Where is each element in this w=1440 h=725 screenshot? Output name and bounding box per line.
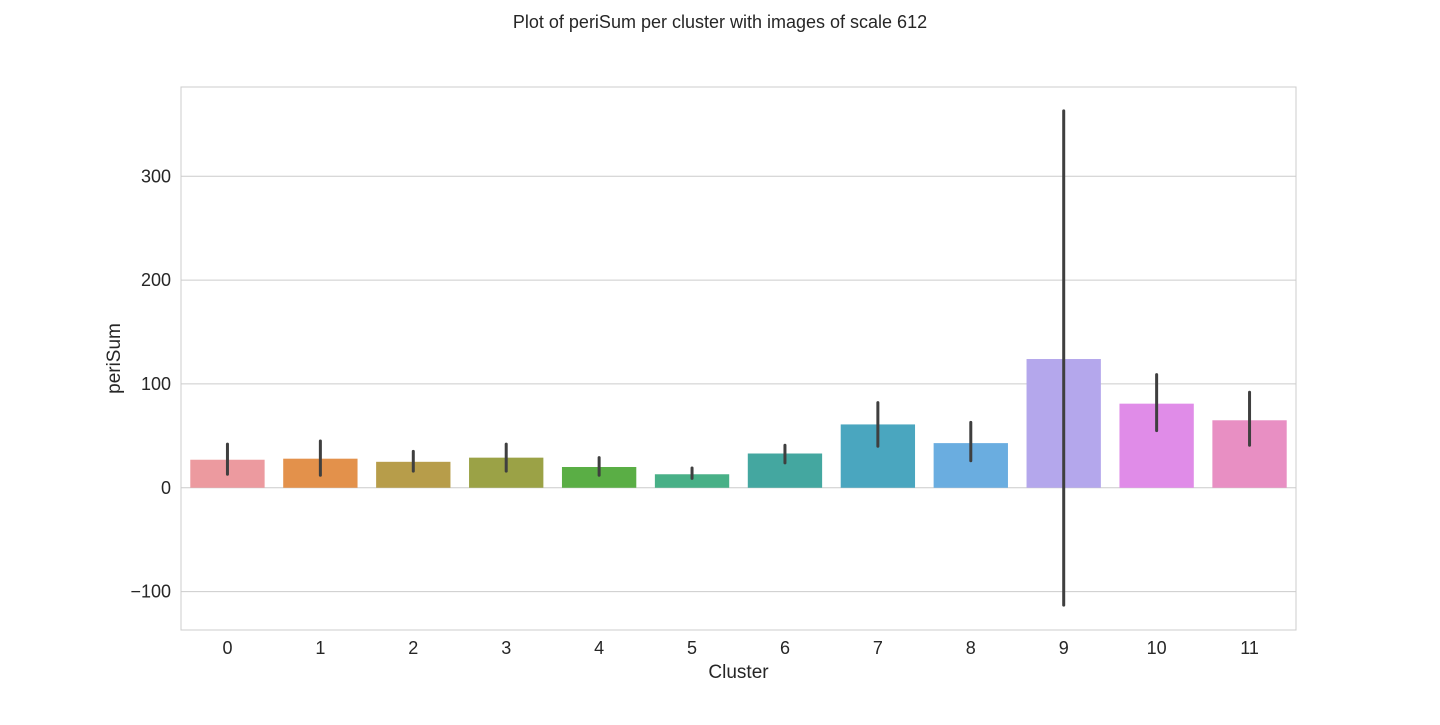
x-tick-label: 10 <box>1147 638 1167 658</box>
x-tick-label: 3 <box>501 638 511 658</box>
x-tick-label: 7 <box>873 638 883 658</box>
plot-frame <box>180 86 1297 631</box>
y-gridlines <box>181 175 1296 593</box>
x-tick-label: 4 <box>594 638 604 658</box>
y-tick-label: −100 <box>130 582 171 602</box>
x-tick-label: 5 <box>687 638 697 658</box>
error-bars <box>225 109 1252 607</box>
x-axis-ticks: 0 1 2 3 4 5 6 7 8 9 10 11 <box>222 638 1258 658</box>
x-tick-label: 11 <box>1240 638 1259 658</box>
y-axis-ticks: −100 0 100 200 300 <box>130 166 171 601</box>
bar-cluster-4 <box>561 466 637 488</box>
x-axis-label: Cluster <box>708 662 769 683</box>
y-tick-label: 300 <box>141 166 171 186</box>
x-tick-label: 2 <box>408 638 418 658</box>
x-tick-label: 6 <box>780 638 790 658</box>
bar-cluster-5 <box>654 474 730 488</box>
x-tick-label: 8 <box>966 638 976 658</box>
bars <box>190 359 1287 488</box>
y-tick-label: 100 <box>141 374 171 394</box>
y-axis-label: periSum <box>104 323 125 394</box>
x-tick-label: 1 <box>315 638 325 658</box>
x-tick-label: 9 <box>1059 638 1069 658</box>
x-tick-label: 0 <box>222 638 232 658</box>
chart-title: Plot of periSum per cluster with images … <box>513 12 927 32</box>
y-tick-label: 200 <box>141 270 171 290</box>
y-tick-label: 0 <box>161 478 171 498</box>
